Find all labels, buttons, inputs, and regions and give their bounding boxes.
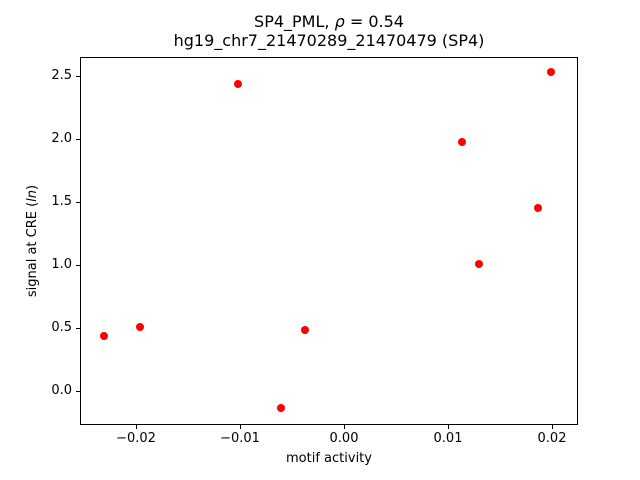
scatter-point [475,259,484,268]
x-tick-mark [552,425,553,429]
y-tick-mark [76,76,80,77]
scatter-point [234,79,243,88]
scatter-point [136,323,145,332]
y-tick-mark [76,391,80,392]
y-tick-mark [76,265,80,266]
y-tick-mark [76,202,80,203]
title-prefix: SP4_PML, [254,12,335,31]
scatter-point [457,137,466,146]
scatter-point [533,204,542,213]
scatter-point [99,331,108,340]
y-axis-label-text: signal at CRE ( [25,201,40,298]
x-tick-mark [240,425,241,429]
x-axis-label: motif activity [286,451,372,466]
scatter-point [276,403,285,412]
scatter-point [547,68,556,77]
x-tick-label: 0.01 [433,431,463,446]
y-tick-label: 1.0 [51,257,72,272]
y-tick-label: 0.5 [51,320,72,335]
y-axis-label-suffix: ) [25,184,40,190]
x-tick-label: 0.00 [329,431,359,446]
chart-title-line1: SP4_PML, ρ = 0.54 [174,12,485,31]
plot-area [80,57,578,425]
y-tick-label: 2.0 [51,131,72,146]
chart-title-line2: hg19_chr7_21470289_21470479 (SP4) [173,31,485,50]
x-tick-label: −0.02 [116,431,156,446]
y-tick-label: 1.5 [51,194,72,209]
y-tick-label: 0.0 [51,383,72,398]
title-rho-value: = 0.54 [344,12,404,31]
rho-symbol: ρ [334,12,345,31]
y-tick-mark [76,139,80,140]
x-tick-mark [344,425,345,429]
x-tick-mark [136,425,137,429]
x-tick-label: 0.02 [537,431,567,446]
y-tick-mark [76,328,80,329]
x-tick-mark [448,425,449,429]
x-tick-label: −0.01 [220,431,260,446]
y-tick-label: 2.5 [51,68,72,83]
chart-title: SP4_PML, ρ = 0.54 hg19_chr7_21470289_214… [174,12,485,50]
scatter-point [300,325,309,334]
